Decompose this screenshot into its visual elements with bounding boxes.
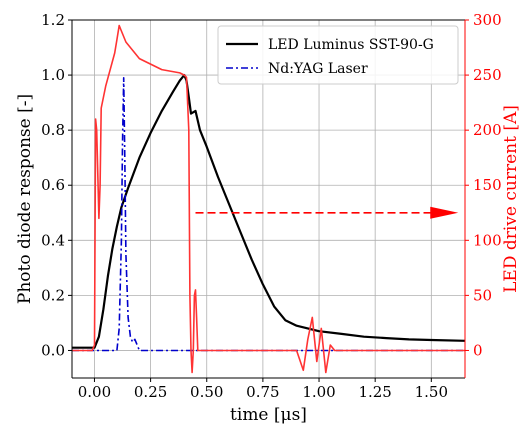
y-left-tick-label-1: 0.2 xyxy=(41,286,65,304)
x-tick-label-1: 0.25 xyxy=(134,383,167,401)
x-tick-label-0: 0.00 xyxy=(78,383,111,401)
y-right-tick-label-3: 150 xyxy=(473,176,502,194)
y-left-tick-label-6: 1.2 xyxy=(41,11,65,29)
y-right-tick-label-2: 100 xyxy=(473,231,502,249)
x-tick-label-5: 1.25 xyxy=(358,383,391,401)
y-right-tick-label-1: 50 xyxy=(473,286,492,304)
y-left-tick-label-3: 0.6 xyxy=(41,176,65,194)
legend-box xyxy=(217,25,459,85)
y-right-tick-label-0: 0 xyxy=(473,341,483,359)
y-right-tick-label-6: 300 xyxy=(473,11,502,29)
y-left-tick-label-2: 0.4 xyxy=(41,231,65,249)
legend: LED Luminus SST-90-G Nd:YAG Laser xyxy=(217,25,459,85)
series-line-led xyxy=(72,73,465,349)
y-left-axis-title: Photo diode response [-] xyxy=(15,94,35,304)
y-right-tick-label-4: 200 xyxy=(473,121,502,139)
y-right-tick-label-5: 250 xyxy=(473,66,502,84)
x-axis-title: time [μs] xyxy=(230,405,307,425)
x-tick-label-6: 1.50 xyxy=(415,383,448,401)
x-tick-label-4: 1.00 xyxy=(302,383,335,401)
series-line-laser xyxy=(72,77,465,352)
x-tick-label-3: 0.75 xyxy=(246,383,279,401)
y-left-tick-label-0: 0.0 xyxy=(41,341,65,359)
y-right-axis-title: LED drive current [A] xyxy=(501,105,521,293)
legend-label-1: Nd:YAG Laser xyxy=(268,61,368,77)
axes: 0.00 0.25 0.50 0.75 1.00 1.25 1.500.00.20.40.6… xyxy=(15,11,521,425)
y-left-tick-label-5: 1.0 xyxy=(41,66,65,84)
legend-label-0: LED Luminus SST-90-G xyxy=(268,37,434,53)
series-line-drive-current xyxy=(72,24,465,374)
arrow-head xyxy=(430,206,459,219)
x-tick-label-2: 0.50 xyxy=(190,383,223,401)
plot-area xyxy=(72,24,465,374)
y-left-tick-label-4: 0.8 xyxy=(41,121,65,139)
